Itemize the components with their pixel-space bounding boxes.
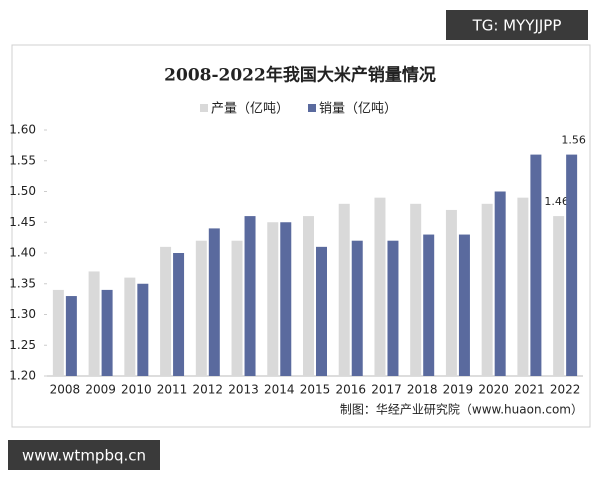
x-tick-label: 2012 — [193, 383, 224, 397]
data-label: 1.56 — [561, 134, 586, 147]
legend-label: 销量（亿吨） — [319, 102, 397, 117]
bar — [445, 209, 457, 376]
x-tick-label: 2014 — [264, 383, 295, 397]
x-tick-label: 2020 — [478, 383, 509, 397]
bar — [195, 240, 207, 376]
x-tick-label: 2018 — [407, 383, 438, 397]
y-tick-label: 1.60 — [9, 123, 36, 137]
y-tick-label: 1.55 — [9, 153, 36, 167]
bar — [280, 222, 292, 376]
watermark: www.wtmpbq.cn — [22, 447, 146, 465]
bar — [137, 283, 149, 376]
data-label: 1.46 — [544, 195, 569, 208]
x-tick-label: 2015 — [300, 383, 331, 397]
bar — [124, 277, 136, 376]
bar — [517, 197, 529, 376]
bar — [458, 234, 470, 376]
bar — [244, 216, 256, 376]
legend-swatch — [200, 104, 208, 112]
bar — [530, 154, 542, 376]
x-tick-label: 2009 — [85, 383, 116, 397]
bar — [52, 289, 64, 376]
bar — [374, 197, 386, 376]
watermark-box — [446, 10, 588, 40]
bar — [316, 246, 327, 376]
y-tick-label: 1.45 — [9, 215, 36, 229]
x-tick-label: 2021 — [514, 383, 545, 397]
x-tick-label: 2010 — [121, 383, 152, 397]
chart-title: 2008-2022年我国大米产销量情况 — [164, 65, 436, 86]
y-tick-label: 1.25 — [9, 338, 36, 352]
bar — [303, 216, 314, 376]
bar — [338, 203, 350, 376]
bar — [387, 240, 399, 376]
source: 制图：华经产业研究院（www.huaon.com） — [340, 402, 583, 417]
x-tick-label: 2022 — [550, 383, 581, 397]
x-tick-label: 2019 — [443, 383, 474, 397]
y-tick-label: 1.30 — [9, 307, 36, 321]
bar — [231, 240, 243, 376]
bar — [208, 228, 220, 376]
x-tick-label: 2016 — [335, 383, 366, 397]
bar — [173, 253, 185, 376]
y-tick-label: 1.35 — [9, 276, 36, 290]
x-tick-label: 2013 — [228, 383, 259, 397]
x-tick-label: 2017 — [371, 383, 402, 397]
bar — [351, 240, 363, 376]
bar — [88, 271, 100, 376]
y-tick-label: 1.50 — [9, 184, 36, 198]
legend-label: 产量（亿吨） — [211, 102, 289, 117]
watermark-box — [8, 440, 160, 470]
legend-swatch — [308, 104, 316, 112]
watermark: TG: MYYJJPP — [472, 17, 562, 35]
bar — [553, 216, 565, 376]
bar — [65, 296, 77, 376]
x-tick-label: 2011 — [157, 383, 188, 397]
bar — [410, 203, 422, 376]
bar — [160, 246, 172, 376]
bar — [566, 154, 578, 376]
bar — [267, 222, 279, 376]
bar — [494, 191, 506, 376]
y-tick-label: 1.20 — [9, 369, 36, 383]
y-tick-label: 1.40 — [9, 246, 36, 260]
bar — [423, 234, 435, 376]
bar — [481, 203, 493, 376]
bar — [101, 289, 113, 376]
x-tick-label: 2008 — [50, 383, 81, 397]
